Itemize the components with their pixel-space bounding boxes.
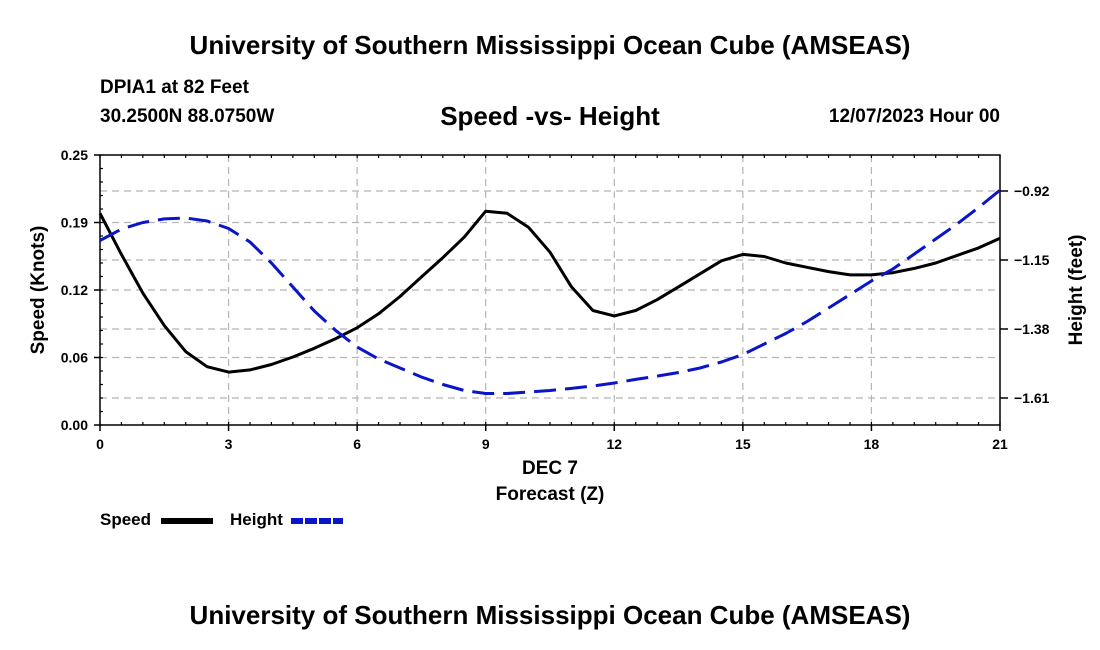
x-tick-label: 6	[353, 436, 361, 452]
legend-height-label: Height	[230, 510, 283, 529]
legend-speed-label: Speed	[100, 510, 152, 529]
x-tick-label: 15	[735, 436, 751, 452]
x-tick-label: 3	[225, 436, 233, 452]
x-axis-label: Forecast (Z)	[496, 484, 605, 505]
footer-title: University of Southern Mississippi Ocean…	[189, 600, 911, 630]
y-tick-label: 0.12	[61, 282, 88, 298]
grid-layer	[100, 155, 1000, 425]
y-tick-label: 0.19	[61, 215, 88, 231]
station-label: DPIA1 at 82 Feet	[100, 77, 249, 98]
x-tick-label: 0	[96, 436, 104, 452]
y2-tick-label: −0.92	[1014, 183, 1050, 199]
y2-tick-label: −1.61	[1014, 390, 1050, 406]
series-line-height	[99, 188, 1001, 395]
y2-tick-label: −1.38	[1014, 321, 1050, 337]
x-tick-label: 18	[864, 436, 880, 452]
x-tick-label: 21	[992, 436, 1008, 452]
forecast-date: 12/07/2023 Hour 00	[828, 106, 1000, 127]
x-tick-label: 9	[482, 436, 490, 452]
legend-height-swatch	[291, 518, 343, 524]
y-tick-label: 0.00	[61, 417, 88, 433]
tick-layer: 0 3 6 9 12 15 18 21 0.00 0.06 0.12 0.19 0.25 −1.61 −1.…	[61, 147, 1050, 452]
coordinates-label: 30.2500N 88.0750W	[100, 106, 275, 127]
chart-title: Speed -vs- Height	[440, 101, 660, 131]
y2-tick-label: −1.15	[1014, 252, 1050, 268]
x-axis-date-label: DEC 7	[522, 458, 578, 479]
y2-axis-label: Height (feet)	[1066, 235, 1087, 346]
legend-speed-swatch	[161, 518, 213, 524]
y-axis-label: Speed (Knots)	[28, 226, 49, 355]
series-line-speed	[98, 209, 1001, 374]
x-tick-label: 12	[606, 436, 622, 452]
page-title: University of Southern Mississippi Ocean…	[189, 30, 911, 60]
series-layer	[98, 188, 1001, 395]
y-tick-label: 0.25	[61, 147, 88, 163]
y-tick-label: 0.06	[61, 350, 88, 366]
